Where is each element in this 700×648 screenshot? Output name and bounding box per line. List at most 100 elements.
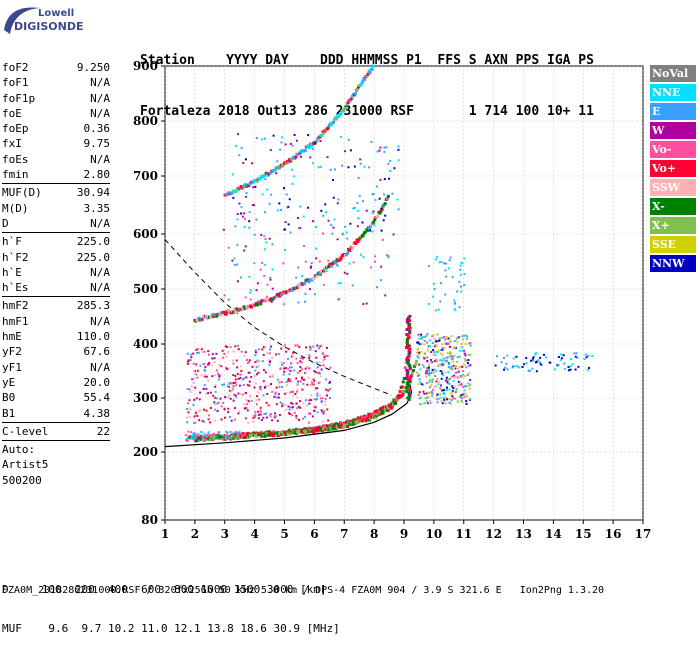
echo-point [433,360,436,363]
echo-point [356,421,360,425]
echo-point [423,392,426,395]
echo-point [313,293,316,296]
echo-point [207,434,210,437]
echo-point [189,390,192,393]
echo-point [447,378,450,381]
echo-point [427,344,430,347]
echo-point [264,263,267,266]
echo-point [229,416,232,419]
echo-point [383,193,386,196]
echo-point [531,357,534,360]
echo-point [249,298,252,301]
echo-point [221,383,224,386]
echo-point [418,378,421,381]
echo-point [234,345,237,348]
echo-point [459,381,462,384]
echo-point [331,120,335,124]
echo-point [450,355,453,358]
echo-point [574,368,577,371]
echo-point [193,369,196,372]
file-info: FZA0M_2018286231000.RSF / 320fx256h 50 k… [2,585,605,596]
echo-point [458,366,461,369]
echo-point [408,365,412,369]
echo-point [369,224,373,228]
echo-point [253,416,256,419]
echo-point [256,282,259,285]
echo-point [362,303,365,306]
echo-point [317,271,321,275]
echo-point [312,378,315,381]
echo-point [389,406,393,410]
echo-point [456,376,459,379]
echo-point [379,146,382,149]
echo-point [444,293,447,296]
param-value: N/A [90,314,110,328]
echo-point [266,351,269,354]
echo-point [450,335,453,338]
echo-point [196,347,199,350]
echo-point [213,401,216,404]
echo-point [426,397,429,400]
echo-point [199,364,202,367]
echo-point [257,417,260,420]
echo-point [277,434,281,438]
echo-point [192,403,195,406]
echo-point [235,384,238,387]
echo-point [215,369,218,372]
echo-point [321,410,324,413]
echo-point [265,432,269,436]
echo-point [255,136,258,139]
echo-point [233,307,237,311]
echo-point [439,393,442,396]
echo-point [255,218,258,221]
echo-point [188,407,191,410]
echo-point [548,361,551,364]
echo-point [436,393,439,396]
echo-point [454,385,457,388]
echo-point [443,262,446,265]
echo-point [442,397,445,400]
echo-point [319,397,322,400]
echo-point [424,370,427,373]
echo-point [451,368,454,371]
echo-point [287,380,290,383]
echo-point [407,352,411,356]
echo-point [226,385,229,388]
echo-point [237,412,240,415]
echo-point [320,401,323,404]
echo-point [430,351,433,354]
echo-point [426,341,429,344]
echo-point [459,383,462,386]
x-tick-label: 8 [370,527,378,541]
echo-point [249,395,252,398]
echo-point [421,342,424,345]
echo-point [511,366,514,369]
echo-point [207,414,210,417]
echo-point [444,262,447,265]
echo-point [408,376,412,380]
echo-point [439,300,442,303]
echo-point [439,362,442,365]
echo-point [259,410,262,413]
param-name: foEs [2,152,29,166]
echo-point [361,200,364,203]
echo-point [302,356,305,359]
echo-point [283,344,286,347]
echo-point [296,371,299,374]
echo-point [263,235,266,238]
header-columns: Station YYYY DAY DDD HHMMSS P1 FFS S AXN… [140,53,594,68]
echo-point [310,384,313,387]
echo-point [313,405,316,408]
echo-point [433,354,436,357]
echo-point [268,237,271,240]
echo-point [584,353,587,356]
echo-point [234,374,237,377]
echo-point [231,382,234,385]
echo-point [439,359,442,362]
echo-point [423,357,426,360]
echo-point [275,403,278,406]
echo-point [344,106,348,110]
echo-point [235,436,239,440]
echo-point [302,417,305,420]
echo-point [240,369,243,372]
